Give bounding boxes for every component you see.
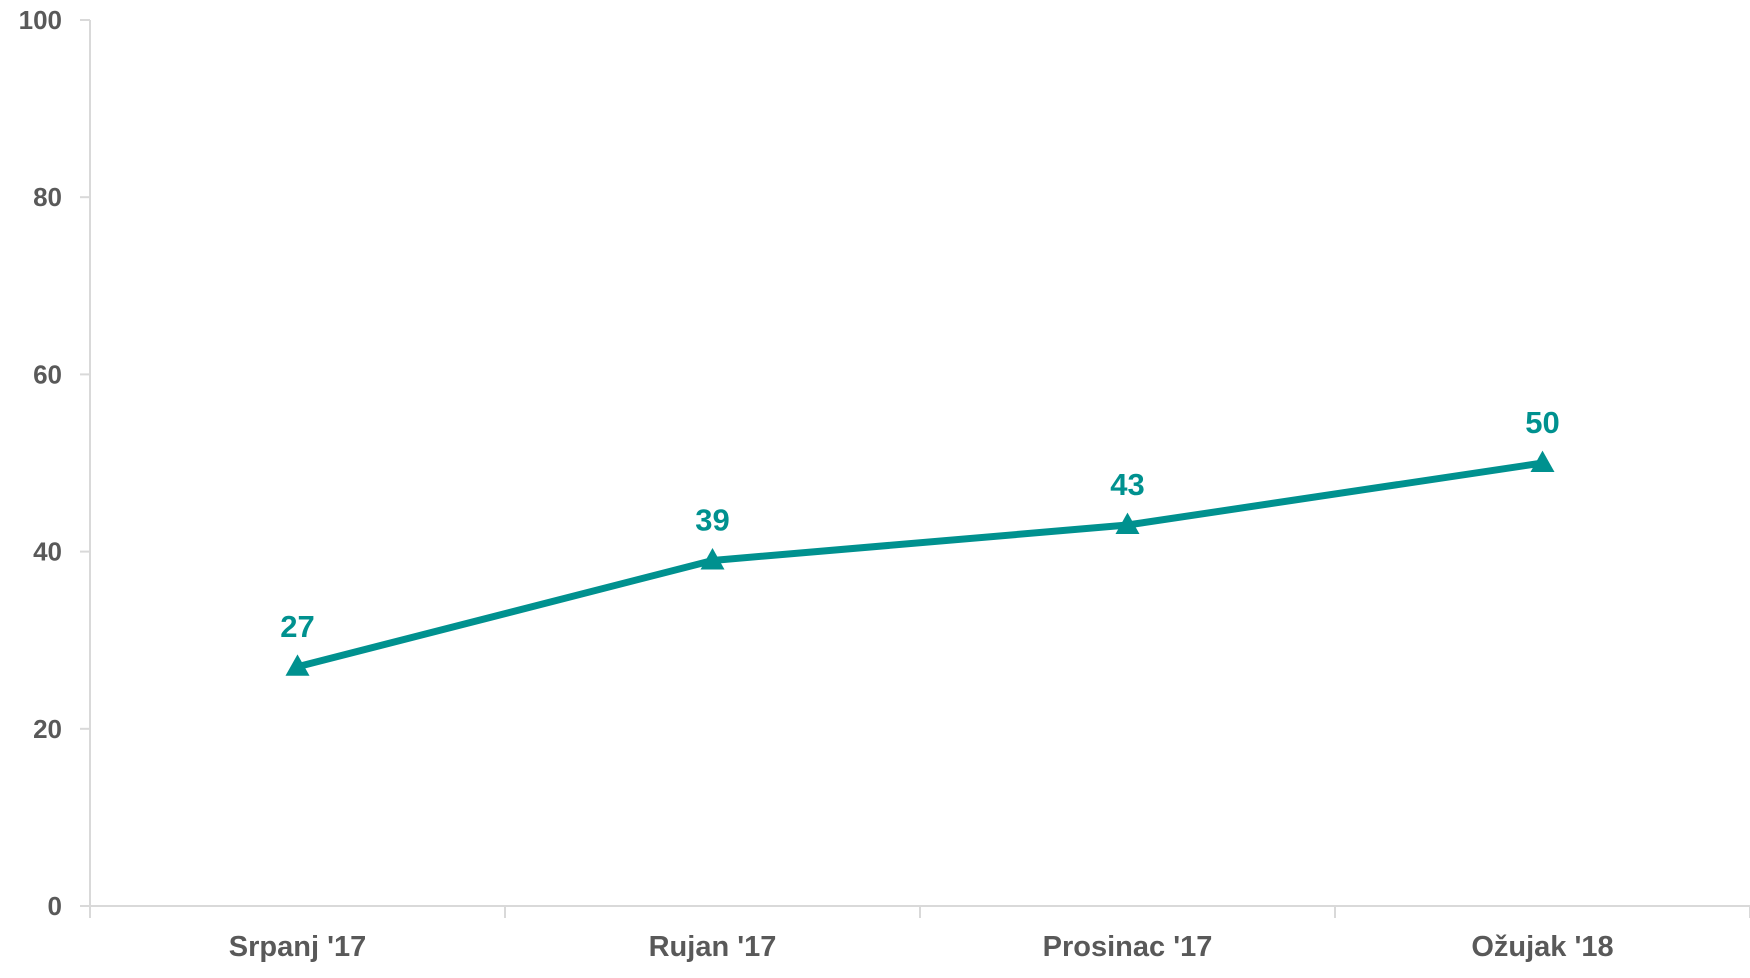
data-point-marker [1115,512,1140,535]
y-tick-label: 80 [33,182,62,212]
data-labels: 27 39 43 50 [280,405,1559,644]
x-tick-label: Srpanj '17 [229,931,366,963]
data-point-marker [700,548,725,570]
series-line [296,459,1544,671]
data-point-marker [285,654,310,676]
axes [89,20,1750,907]
y-tick-label: 0 [48,891,62,921]
data-label: 50 [1525,405,1559,440]
x-tick-label: Rujan '17 [649,931,777,963]
y-tick-label: 20 [33,714,62,744]
y-tick-label: 100 [19,5,62,35]
x-tick-label: Prosinac '17 [1043,931,1213,963]
x-tick-label: Ožujak '18 [1471,931,1613,963]
data-label: 39 [695,502,729,537]
y-axis-ticks: 0 20 40 60 80 100 [19,5,90,921]
y-tick-label: 40 [33,537,62,567]
y-tick-label: 60 [33,359,62,389]
data-label: 43 [1110,467,1144,502]
series-layer [285,450,1555,676]
data-point-marker [1530,450,1555,472]
x-axis-ticks: Srpanj '17 Rujan '17 Prosinac '17 Ožujak '1… [89,906,1750,963]
data-label: 27 [280,609,314,644]
